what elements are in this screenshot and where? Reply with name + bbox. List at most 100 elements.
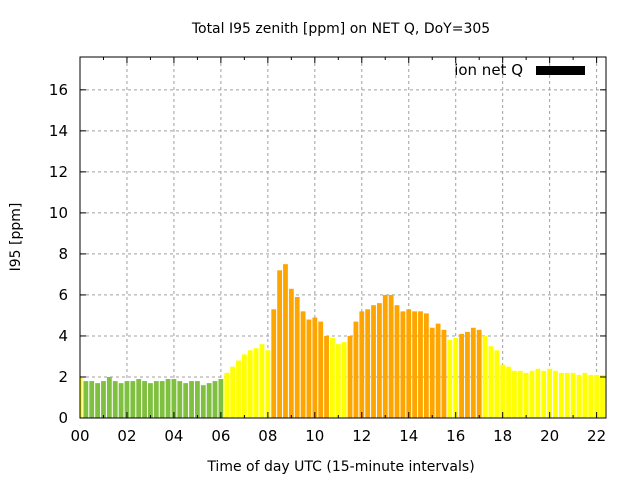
bar <box>124 381 130 418</box>
bar <box>277 270 283 418</box>
bar <box>382 294 388 418</box>
bar <box>376 303 382 418</box>
bar <box>594 374 600 418</box>
y-axis-label: I95 [ppm] <box>8 203 24 272</box>
y-tick-label: 6 <box>58 286 68 304</box>
y-tick-label: 12 <box>49 163 68 181</box>
bar <box>564 372 570 418</box>
bar <box>470 327 476 418</box>
x-tick-label: 08 <box>258 427 277 445</box>
bar <box>588 374 594 418</box>
bar <box>506 366 511 418</box>
x-tick-label: 16 <box>446 427 465 445</box>
bar <box>271 309 277 418</box>
bar <box>570 372 576 418</box>
bar <box>130 381 136 418</box>
bar <box>500 364 506 418</box>
bar <box>359 311 365 418</box>
bar <box>582 372 588 418</box>
bar <box>148 383 153 418</box>
bar <box>106 376 112 418</box>
bar <box>306 319 312 418</box>
bar <box>189 381 194 418</box>
x-axis: 00 02 04 06 08 10 12 14 16 18 20 22 <box>70 57 606 445</box>
bar <box>159 381 165 418</box>
bar <box>142 381 147 418</box>
bar <box>283 264 288 418</box>
bars <box>80 264 605 418</box>
bar <box>347 335 353 418</box>
bar <box>101 381 106 418</box>
bar <box>153 381 159 418</box>
bar <box>312 317 318 418</box>
bar <box>371 305 376 418</box>
bar <box>488 346 494 418</box>
bar <box>183 383 189 418</box>
bar <box>177 381 183 418</box>
bar <box>230 366 236 418</box>
bar <box>324 335 329 418</box>
bar <box>465 331 470 418</box>
bar <box>218 379 224 418</box>
bar <box>365 309 371 418</box>
x-tick-label: 04 <box>164 427 183 445</box>
bar <box>576 374 582 418</box>
x-tick-label: 06 <box>211 427 230 445</box>
bar <box>541 370 547 418</box>
bar <box>476 329 482 418</box>
x-tick-label: 18 <box>493 427 512 445</box>
bar <box>512 370 517 418</box>
bar <box>212 381 218 418</box>
bar <box>529 370 535 418</box>
bar <box>200 385 206 418</box>
bar <box>406 309 412 418</box>
bar <box>95 383 101 418</box>
bar <box>112 381 118 418</box>
bar <box>241 354 247 418</box>
bar <box>80 376 83 418</box>
bar <box>429 327 435 418</box>
y-tick-label: 8 <box>58 245 68 263</box>
bar <box>259 344 265 418</box>
bar <box>418 311 423 418</box>
x-tick-label: 10 <box>305 427 324 445</box>
bar <box>236 360 241 418</box>
bar <box>253 348 259 418</box>
bar <box>558 372 564 418</box>
bar <box>318 321 324 418</box>
x-axis-label: Time of day UTC (15-minute intervals) <box>206 459 474 475</box>
bar <box>136 379 142 418</box>
y-tick-label: 0 <box>58 409 68 427</box>
bar <box>330 338 335 418</box>
bar <box>195 381 200 418</box>
y-tick-label: 2 <box>58 368 68 386</box>
bar <box>600 374 605 418</box>
bar <box>341 342 347 418</box>
bar <box>294 296 300 418</box>
x-tick-label: 22 <box>587 427 606 445</box>
y-tick-label: 14 <box>49 122 68 140</box>
grid <box>80 57 606 418</box>
legend-label: ion net Q <box>454 61 523 79</box>
bar <box>288 288 294 418</box>
bar <box>412 311 418 418</box>
x-tick-label: 00 <box>70 427 89 445</box>
bar <box>423 313 429 418</box>
x-tick-label: 12 <box>352 427 371 445</box>
bar <box>265 350 271 418</box>
bar <box>353 321 359 418</box>
bar <box>300 311 306 418</box>
chart-title: Total I95 zenith [ppm] on NET Q, DoY=305 <box>191 21 490 37</box>
bar <box>335 344 341 418</box>
bar <box>247 350 253 418</box>
bar <box>517 370 523 418</box>
bar <box>165 379 171 418</box>
legend: ion net Q <box>454 61 585 79</box>
y-tick-label: 10 <box>49 204 68 222</box>
bar <box>394 305 400 418</box>
bar <box>447 340 453 418</box>
bar <box>206 383 212 418</box>
bar <box>435 323 441 418</box>
bar <box>553 370 558 418</box>
